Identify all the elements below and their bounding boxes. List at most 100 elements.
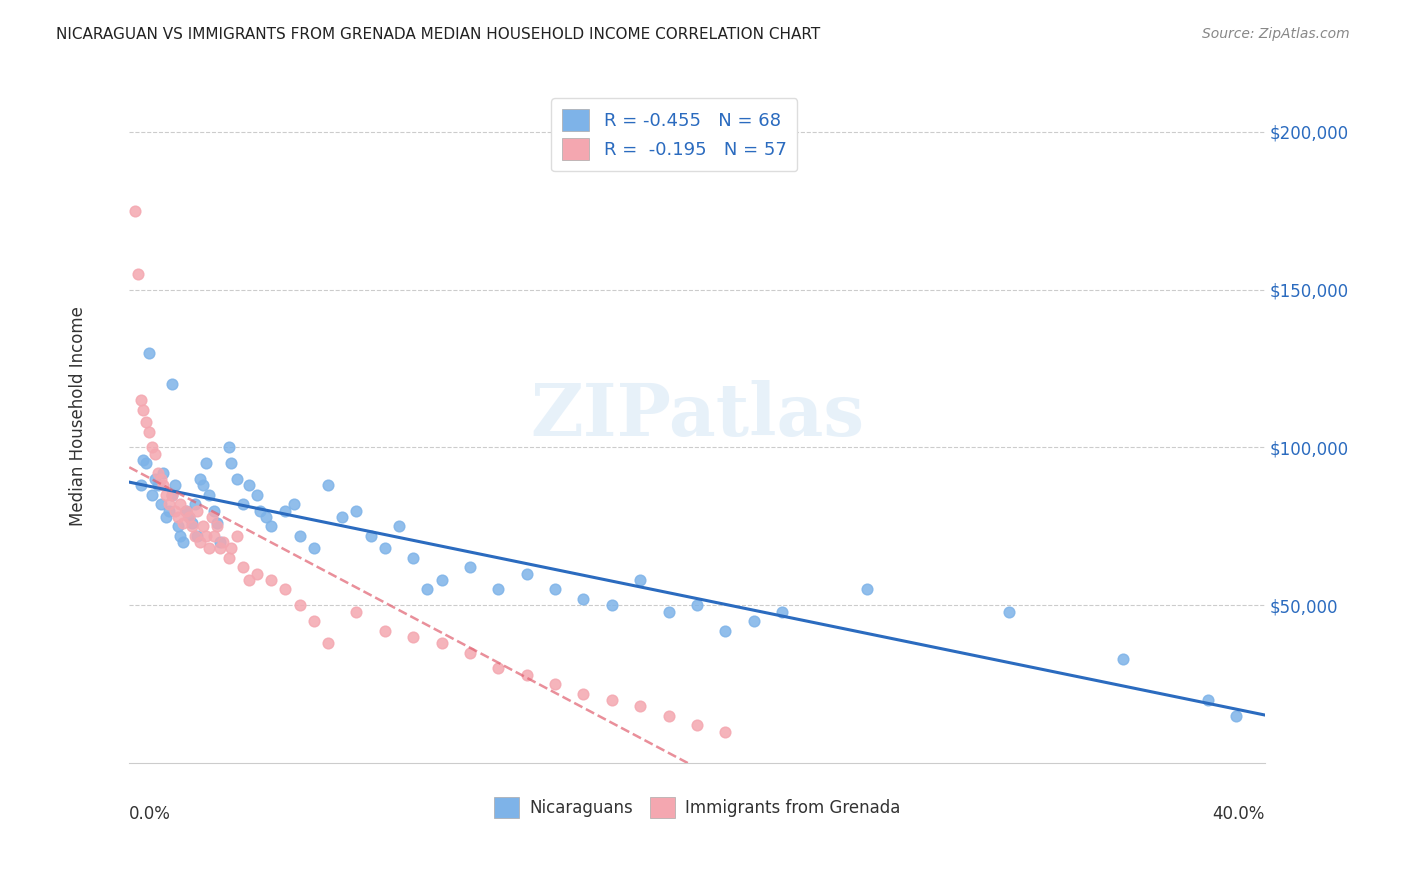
Point	[177, 509, 200, 524]
Point	[516, 566, 538, 581]
Point	[254, 509, 277, 524]
Point	[174, 503, 197, 517]
Point	[249, 503, 271, 517]
Point	[163, 478, 186, 492]
Point	[180, 516, 202, 531]
Point	[302, 614, 325, 628]
Point	[160, 488, 183, 502]
Point	[714, 724, 737, 739]
Point	[212, 535, 235, 549]
Point	[138, 345, 160, 359]
Point	[209, 535, 232, 549]
Point	[197, 541, 219, 556]
Text: Source: ZipAtlas.com: Source: ZipAtlas.com	[1202, 27, 1350, 41]
Point	[138, 425, 160, 439]
Point	[186, 503, 208, 517]
Point	[132, 453, 155, 467]
Point	[132, 402, 155, 417]
Point	[1112, 652, 1135, 666]
Point	[686, 599, 709, 613]
Point	[628, 699, 651, 714]
Point	[416, 582, 439, 597]
Point	[135, 415, 157, 429]
Point	[146, 466, 169, 480]
Point	[246, 488, 269, 502]
Point	[232, 497, 254, 511]
Point	[127, 267, 149, 281]
Point	[316, 478, 339, 492]
Point	[486, 582, 509, 597]
Point	[658, 708, 681, 723]
Legend: Nicaraguans, Immigrants from Grenada: Nicaraguans, Immigrants from Grenada	[488, 790, 907, 824]
Point	[226, 529, 249, 543]
Point	[430, 573, 453, 587]
Point	[388, 519, 411, 533]
Point	[330, 509, 353, 524]
Point	[194, 529, 217, 543]
Point	[486, 661, 509, 675]
Point	[572, 687, 595, 701]
Point	[169, 497, 191, 511]
Point	[714, 624, 737, 638]
Point	[143, 447, 166, 461]
Point	[628, 573, 651, 587]
Point	[344, 503, 367, 517]
Point	[143, 472, 166, 486]
Point	[204, 503, 226, 517]
Point	[141, 488, 163, 502]
Point	[191, 519, 214, 533]
Point	[146, 478, 169, 492]
Point	[174, 503, 197, 517]
Point	[238, 478, 260, 492]
Point	[238, 573, 260, 587]
Point	[157, 503, 180, 517]
Point	[246, 566, 269, 581]
Point	[344, 605, 367, 619]
Point	[163, 503, 186, 517]
Point	[360, 529, 382, 543]
Point	[260, 519, 283, 533]
Point	[742, 614, 765, 628]
Point	[157, 497, 180, 511]
Point	[430, 636, 453, 650]
Point	[1225, 708, 1247, 723]
Point	[1197, 693, 1219, 707]
Point	[194, 456, 217, 470]
Point	[209, 541, 232, 556]
Point	[183, 497, 205, 511]
Point	[135, 456, 157, 470]
Point	[288, 529, 311, 543]
Point	[180, 519, 202, 533]
Point	[124, 203, 146, 218]
Point	[686, 718, 709, 732]
Point	[183, 529, 205, 543]
Point	[998, 605, 1021, 619]
Point	[374, 624, 396, 638]
Point	[658, 605, 681, 619]
Point	[402, 550, 425, 565]
Point	[232, 560, 254, 574]
Point	[458, 646, 481, 660]
Point	[770, 605, 793, 619]
Point	[188, 535, 211, 549]
Text: 40.0%: 40.0%	[1212, 805, 1265, 822]
Point	[149, 472, 172, 486]
Point	[374, 541, 396, 556]
Point	[274, 503, 297, 517]
Point	[186, 529, 208, 543]
Point	[169, 529, 191, 543]
Text: Median Household Income: Median Household Income	[69, 306, 87, 525]
Point	[274, 582, 297, 597]
Point	[166, 509, 188, 524]
Point	[172, 535, 194, 549]
Point	[260, 573, 283, 587]
Point	[200, 509, 222, 524]
Text: 0.0%: 0.0%	[129, 805, 172, 822]
Point	[402, 630, 425, 644]
Point	[152, 466, 174, 480]
Point	[316, 636, 339, 650]
Point	[207, 516, 229, 531]
Point	[221, 456, 243, 470]
Point	[218, 441, 240, 455]
Point	[288, 599, 311, 613]
